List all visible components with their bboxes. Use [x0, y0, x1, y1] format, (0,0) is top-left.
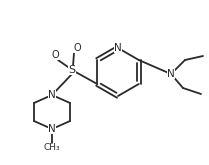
Text: S: S	[68, 65, 76, 75]
Text: O: O	[73, 43, 81, 53]
Text: N: N	[48, 90, 56, 100]
Text: N: N	[167, 69, 175, 79]
Text: N: N	[48, 124, 56, 134]
Text: N: N	[114, 43, 122, 53]
Text: CH₃: CH₃	[44, 144, 60, 152]
Text: O: O	[51, 50, 59, 60]
